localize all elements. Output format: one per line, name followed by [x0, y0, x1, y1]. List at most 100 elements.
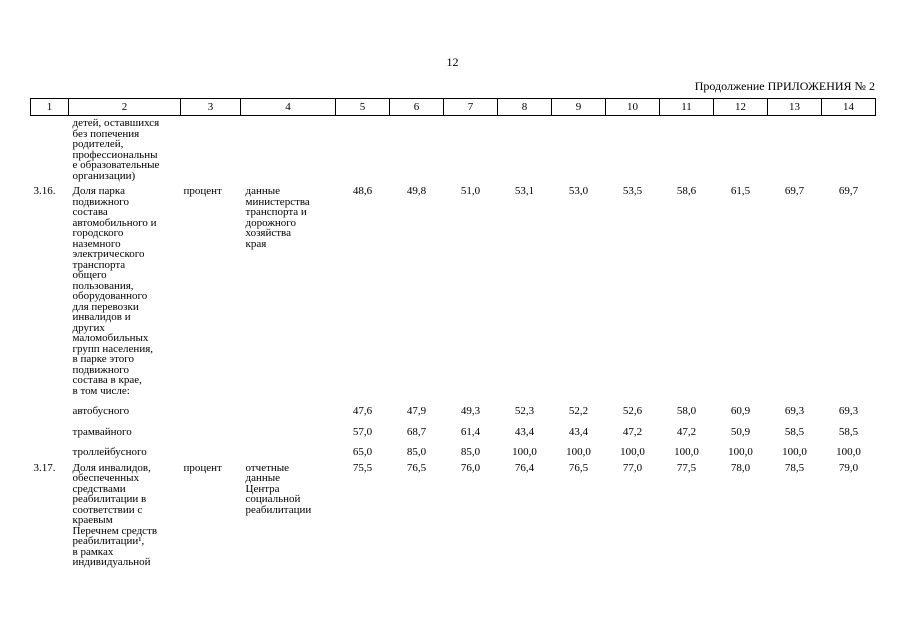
row-source: отчетные данные Центра социальной реабил… [245, 461, 312, 516]
table-header-row: 1 2 3 4 5 6 7 8 9 10 11 12 13 14 [30, 98, 876, 116]
row-value: 61,5 [730, 185, 751, 197]
row-value: 69,7 [838, 185, 859, 197]
row-source: данные министерства транспорта и дорожно… [245, 185, 310, 250]
row-unit [181, 437, 241, 458]
row-value: 58,5 [838, 425, 859, 438]
table-row: 3.16. Доля парка подвижного состава автом… [31, 181, 876, 397]
column-number: 3 [180, 98, 241, 116]
row-name: Доля инвалидов, обеспеченных средствами … [72, 461, 158, 568]
row-value: 78,5 [784, 461, 805, 474]
row-value: 69,3 [784, 405, 805, 417]
row-name: Доля парка подвижного состава автомобиль… [72, 185, 157, 397]
row-value: 58,6 [676, 185, 697, 197]
row-value: 48,6 [352, 185, 373, 197]
row-value: 77,5 [676, 461, 697, 474]
row-value: 78,0 [730, 461, 751, 474]
column-number: 4 [240, 98, 336, 116]
row-value: 76,5 [568, 461, 589, 474]
row-value: 47,2 [622, 425, 643, 438]
column-number: 2 [68, 98, 181, 116]
data-table: 1 2 3 4 5 6 7 8 9 10 11 12 13 14 детей, оставшихся бе… [30, 98, 876, 568]
row-value: 85,0 [406, 446, 427, 458]
row-value: 100,0 [512, 446, 537, 458]
row-value: 65,0 [352, 446, 373, 458]
row-source [241, 396, 336, 417]
row-value: 53,1 [514, 185, 535, 197]
row-number [31, 396, 69, 417]
row-value: 100,0 [620, 446, 645, 458]
row-value: 47,9 [406, 405, 427, 417]
row-value: 76,5 [406, 461, 427, 474]
row-name: автобусного [72, 405, 130, 417]
appendix-continuation-header: Продолжение ПРИЛОЖЕНИЯ № 2 [694, 79, 875, 93]
table-row: автобусного 47,6 47,9 49,3 52,3 52,2 52,6 58,0 6… [31, 396, 876, 417]
column-number: 1 [30, 98, 69, 116]
table-row: трамвайного 57,0 68,7 61,4 43,4 43,4 47,2 47,2 5… [31, 417, 876, 438]
row-value [552, 116, 606, 182]
row-value: 47,6 [352, 405, 373, 417]
row-number: 3.17. [33, 461, 56, 474]
row-value: 100,0 [782, 446, 807, 458]
row-name: трамвайного [72, 425, 132, 438]
column-number: 9 [551, 98, 606, 116]
row-number [31, 417, 69, 438]
row-unit: процент [183, 185, 222, 197]
row-value: 50,9 [730, 425, 751, 438]
row-value: 79,0 [838, 461, 859, 474]
row-value [444, 116, 498, 182]
row-number [31, 437, 69, 458]
row-value: 51,0 [460, 185, 481, 197]
row-value: 60,9 [730, 405, 751, 417]
row-value: 52,3 [514, 405, 535, 417]
column-number: 7 [443, 98, 498, 116]
column-number: 8 [497, 98, 552, 116]
row-value: 49,3 [460, 405, 481, 417]
row-number [31, 116, 69, 182]
row-unit [181, 116, 241, 182]
row-value: 76,0 [460, 461, 481, 474]
row-value: 53,0 [568, 185, 589, 197]
row-unit: процент [183, 461, 222, 474]
table-row: детей, оставшихся без попечения родителе… [31, 116, 876, 182]
row-value [336, 116, 390, 182]
column-number: 5 [335, 98, 390, 116]
row-value: 100,0 [728, 446, 753, 458]
row-name: троллейбусного [72, 446, 147, 458]
row-source [241, 417, 336, 438]
column-number: 6 [389, 98, 444, 116]
page-number: 12 [446, 55, 459, 69]
row-value: 100,0 [836, 446, 861, 458]
row-value: 61,4 [460, 425, 481, 438]
row-value: 69,7 [784, 185, 805, 197]
row-value: 77,0 [622, 461, 643, 474]
column-number: 11 [659, 98, 714, 116]
row-value: 52,2 [568, 405, 589, 417]
row-value [606, 116, 660, 182]
row-value [768, 116, 822, 182]
column-number: 10 [605, 98, 660, 116]
row-value: 52,6 [622, 405, 643, 417]
table-row: 3.17. Доля инвалидов, обеспеченных средст… [31, 458, 876, 568]
row-unit [181, 417, 241, 438]
row-source [241, 437, 336, 458]
row-value [714, 116, 768, 182]
row-value: 100,0 [674, 446, 699, 458]
table-body: детей, оставшихся без попечения родителе… [31, 116, 876, 568]
row-value: 69,3 [838, 405, 859, 417]
column-number: 14 [821, 98, 876, 116]
row-value [660, 116, 714, 182]
row-value: 43,4 [568, 425, 589, 438]
column-number: 12 [713, 98, 768, 116]
row-value: 68,7 [406, 425, 427, 438]
table-row: троллейбусного 65,0 85,0 85,0 100,0 100,0 100,… [31, 437, 876, 458]
row-value: 85,0 [460, 446, 481, 458]
row-value: 76,4 [514, 461, 535, 474]
row-source [241, 116, 336, 182]
row-value: 58,0 [676, 405, 697, 417]
row-value: 58,5 [784, 425, 805, 438]
row-value: 75,5 [352, 461, 373, 474]
row-unit [181, 396, 241, 417]
row-name: детей, оставшихся без попечения родителе… [72, 117, 160, 182]
row-value [822, 116, 876, 182]
column-number: 13 [767, 98, 822, 116]
